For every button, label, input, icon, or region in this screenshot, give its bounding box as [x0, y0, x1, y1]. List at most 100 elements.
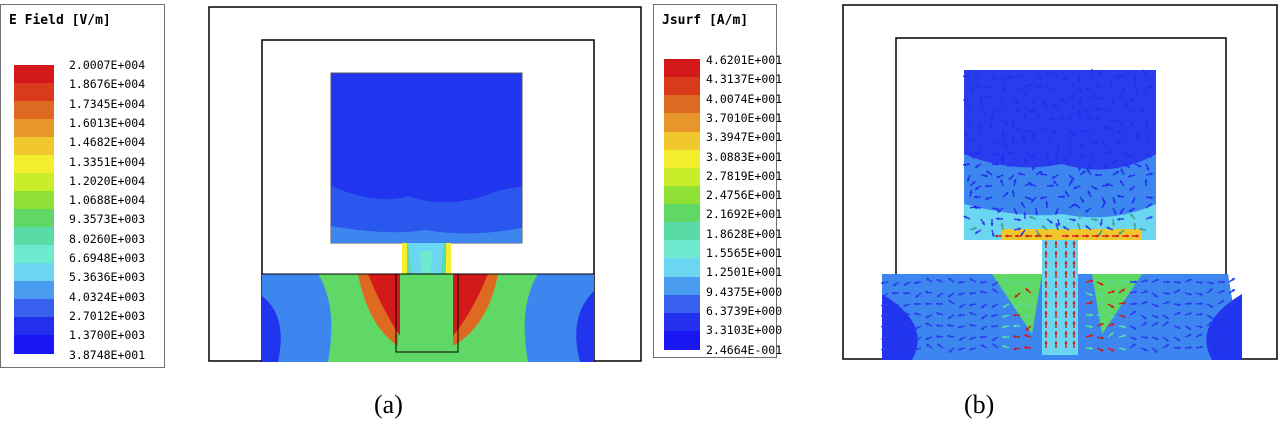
current-vector-head: [937, 343, 941, 347]
current-vector-head: [1028, 83, 1032, 87]
current-vector-head: [1098, 232, 1102, 237]
current-vector-head: [1053, 180, 1057, 184]
current-vector-head: [1072, 331, 1076, 334]
current-vector-head: [1143, 316, 1147, 320]
jsurf-colorbar: [664, 59, 700, 350]
current-vector-head: [971, 155, 975, 159]
current-vector-head: [1044, 281, 1048, 284]
current-vector-head: [1049, 220, 1053, 224]
current-vector-head: [1139, 109, 1143, 113]
current-vector-head: [990, 223, 994, 226]
current-vector-head: [1136, 132, 1140, 136]
current-vector-head: [1013, 281, 1017, 286]
current-vector-head: [1145, 335, 1148, 340]
current-vector-head: [1029, 183, 1033, 187]
current-vector-head: [948, 349, 952, 353]
current-vector-head: [893, 305, 897, 309]
current-vector-head: [1045, 234, 1048, 238]
current-vector-head: [1051, 131, 1055, 135]
current-vector-head: [1013, 334, 1016, 339]
caption-a: (a): [374, 390, 403, 419]
efield-tick-label: 1.6013E+004: [69, 115, 146, 130]
current-vector-head: [936, 312, 940, 316]
current-vector-head: [1037, 114, 1041, 118]
current-vector-head: [1064, 158, 1068, 162]
current-vector-head: [1154, 349, 1158, 353]
current-vector-head: [996, 141, 999, 145]
current-vector-head: [1064, 261, 1068, 264]
current-vector-head: [969, 347, 973, 351]
current-vector-head: [1044, 321, 1048, 324]
efield-tick-label: 1.3351E+004: [69, 154, 146, 169]
efield-tick-label: 3.8748E+001: [69, 347, 146, 362]
current-vector-head: [1177, 303, 1181, 307]
current-vector-head: [1149, 172, 1153, 176]
current-vector-head: [1002, 335, 1005, 339]
current-vector-head: [981, 305, 985, 308]
efield-swatch: [14, 281, 54, 300]
current-vector-head: [1106, 109, 1110, 113]
jsurf-swatch: [664, 59, 700, 78]
current-vector-head: [980, 335, 983, 339]
current-vector-head: [1111, 348, 1115, 352]
current-vector-head: [1132, 343, 1136, 347]
jsurf-tick-label: 2.4756E+001: [706, 188, 783, 203]
current-vector-head: [1014, 294, 1018, 298]
current-vector-head: [1031, 100, 1035, 104]
current-vector-head: [881, 281, 885, 285]
current-vector-head: [1039, 76, 1043, 80]
current-vector-head: [974, 151, 977, 155]
current-vector-head: [991, 314, 994, 318]
current-vector-head: [1110, 332, 1114, 336]
current-vector-head: [1123, 280, 1126, 284]
current-vector-head: [1072, 84, 1076, 88]
current-vector-head: [1055, 211, 1059, 215]
current-vector-head: [1054, 251, 1058, 254]
current-vector-head: [1064, 341, 1068, 344]
efield-swatch: [14, 227, 54, 246]
current-vector-head: [985, 95, 989, 99]
current-vector-head: [881, 313, 884, 318]
current-vector-head: [936, 278, 940, 283]
current-vector-head: [892, 325, 896, 329]
current-vector-head: [1023, 113, 1028, 116]
current-vector-head: [1064, 301, 1068, 304]
current-vector-head: [1232, 322, 1236, 326]
current-vector-head: [1165, 344, 1170, 348]
current-vector-head: [892, 291, 895, 295]
current-vector-head: [1120, 123, 1124, 127]
current-vector-head: [881, 336, 885, 340]
jsurf-legend: Jsurf [A/m] 4.6201E+001 4.3137E+001 4.0074…: [653, 4, 782, 358]
current-vector-head: [1121, 90, 1125, 94]
efield-tick-label: 1.8676E+004: [69, 77, 146, 92]
current-vector-head: [914, 302, 917, 306]
jsurf-swatch: [664, 77, 700, 96]
current-vector-head: [925, 315, 929, 319]
current-vector-head: [1117, 119, 1120, 123]
current-vector-head: [1080, 144, 1084, 149]
current-vector-head: [1084, 87, 1089, 91]
jsurf-tick-label: 2.4664E-001: [706, 342, 783, 357]
current-vector-head: [974, 195, 977, 199]
current-vector-head: [1071, 131, 1075, 135]
jsurf-tick-label: 6.3739E+000: [706, 303, 783, 318]
current-vector-head: [997, 209, 1001, 213]
current-vector-head: [1005, 234, 1008, 238]
current-vector-head: [1007, 163, 1011, 167]
efield-tick-label: 2.0007E+004: [69, 58, 146, 72]
current-vector-head: [1013, 179, 1017, 183]
current-vector-head: [1115, 171, 1119, 174]
current-vector-head: [1044, 291, 1048, 294]
efield-tick-label: 4.0324E+003: [69, 289, 146, 304]
current-vector-head: [1089, 334, 1093, 338]
current-vector-head: [1133, 290, 1137, 294]
jsurf-tick-label: 4.6201E+001: [706, 53, 783, 67]
efield-legend: E Field [V/m] 2.0007E+004 1.8676E+004 1.73…: [0, 4, 165, 368]
current-vector-head: [963, 162, 966, 167]
efield-swatch: [14, 317, 54, 336]
current-vector-head: [1167, 291, 1170, 296]
current-vector-head: [1124, 103, 1128, 107]
current-vector-head: [1064, 281, 1068, 284]
current-vector-head: [969, 278, 974, 282]
current-vector-head: [1093, 93, 1097, 97]
